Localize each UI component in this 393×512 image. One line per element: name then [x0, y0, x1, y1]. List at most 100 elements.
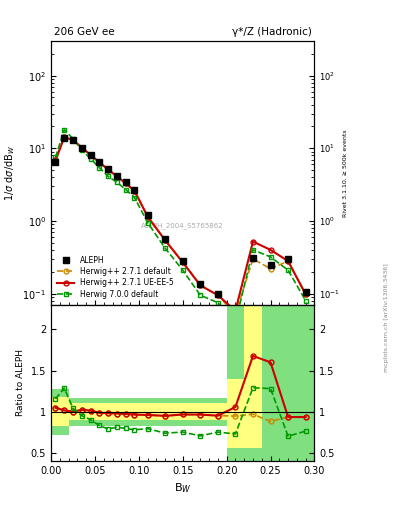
Bar: [244, 305, 262, 449]
Bar: [130, 398, 139, 425]
Herwig++ 2.7.1 default: [163, 238, 167, 244]
Herwig++ 2.7.1 default: [115, 174, 119, 180]
Herwig 7.0.0 default: [303, 297, 308, 304]
Herwig++ 2.7.1 UE-EE-5: [79, 144, 84, 151]
Herwig 7.0.0 default: [233, 319, 238, 326]
Bar: [244, 305, 262, 461]
ALEPH: [79, 145, 84, 152]
Herwig++ 2.7.1 UE-EE-5: [215, 292, 220, 298]
Herwig++ 2.7.1 UE-EE-5: [97, 159, 102, 165]
Bar: [227, 379, 244, 449]
Herwig 7.0.0 default: [180, 267, 185, 273]
Herwig++ 2.7.1 UE-EE-5: [251, 239, 255, 245]
ALEPH: [303, 289, 308, 295]
Herwig++ 2.7.1 default: [303, 291, 308, 297]
Herwig++ 2.7.1 default: [123, 180, 128, 186]
Bar: [77, 398, 86, 425]
Bar: [86, 398, 95, 425]
Herwig++ 2.7.1 default: [88, 152, 93, 158]
Herwig++ 2.7.1 default: [71, 137, 75, 143]
Bar: [121, 403, 130, 420]
Herwig++ 2.7.1 default: [180, 259, 185, 265]
Bar: [139, 398, 156, 425]
Bar: [51, 397, 60, 426]
Bar: [297, 305, 314, 461]
Herwig++ 2.7.1 UE-EE-5: [286, 258, 290, 264]
Text: ALEPH_2004_S5765862: ALEPH_2004_S5765862: [141, 222, 224, 229]
ALEPH: [97, 159, 102, 165]
Herwig++ 2.7.1 UE-EE-5: [303, 291, 308, 297]
Line: Herwig++ 2.7.1 default: Herwig++ 2.7.1 default: [53, 135, 308, 316]
Herwig++ 2.7.1 default: [132, 188, 137, 194]
Bar: [174, 403, 191, 420]
Bar: [51, 389, 60, 435]
Bar: [104, 403, 112, 420]
Text: 206 GeV ee: 206 GeV ee: [54, 27, 114, 37]
Herwig++ 2.7.1 default: [53, 157, 58, 163]
ALEPH: [251, 255, 255, 261]
ALEPH: [215, 290, 220, 296]
Text: γ*/Z (Hadronic): γ*/Z (Hadronic): [232, 27, 312, 37]
Herwig++ 2.7.1 UE-EE-5: [268, 247, 273, 253]
Herwig 7.0.0 default: [215, 300, 220, 306]
ALEPH: [62, 135, 67, 141]
Bar: [86, 403, 95, 420]
Herwig 7.0.0 default: [79, 147, 84, 153]
ALEPH: [286, 256, 290, 262]
Herwig++ 2.7.1 UE-EE-5: [123, 180, 128, 186]
ALEPH: [71, 137, 75, 143]
ALEPH: [163, 236, 167, 242]
ALEPH: [180, 258, 185, 264]
Herwig 7.0.0 default: [268, 254, 273, 260]
Herwig 7.0.0 default: [53, 154, 58, 160]
ALEPH: [115, 173, 119, 179]
Herwig++ 2.7.1 UE-EE-5: [71, 137, 75, 143]
Line: Herwig++ 2.7.1 UE-EE-5: Herwig++ 2.7.1 UE-EE-5: [53, 135, 308, 313]
Herwig++ 2.7.1 UE-EE-5: [233, 308, 238, 314]
Bar: [262, 305, 279, 461]
Herwig++ 2.7.1 UE-EE-5: [115, 174, 119, 180]
ALEPH: [53, 159, 58, 165]
ALEPH: [145, 212, 150, 218]
Bar: [191, 403, 209, 420]
ALEPH: [233, 309, 238, 315]
Herwig 7.0.0 default: [115, 179, 119, 185]
Herwig++ 2.7.1 UE-EE-5: [145, 214, 150, 220]
Herwig 7.0.0 default: [71, 136, 75, 142]
Herwig++ 2.7.1 default: [286, 258, 290, 264]
Herwig++ 2.7.1 default: [97, 159, 102, 165]
Bar: [69, 398, 77, 425]
Bar: [60, 389, 69, 435]
Herwig++ 2.7.1 UE-EE-5: [62, 134, 67, 140]
Bar: [104, 398, 112, 425]
Bar: [191, 398, 209, 425]
Herwig++ 2.7.1 default: [251, 256, 255, 262]
Bar: [139, 403, 156, 420]
ALEPH: [198, 281, 203, 287]
Herwig 7.0.0 default: [198, 292, 203, 298]
Herwig++ 2.7.1 UE-EE-5: [198, 282, 203, 288]
Y-axis label: Rivet 3.1.10, ≥ 500k events: Rivet 3.1.10, ≥ 500k events: [343, 129, 348, 217]
Herwig++ 2.7.1 default: [198, 282, 203, 288]
Bar: [279, 305, 297, 461]
Herwig 7.0.0 default: [106, 174, 110, 180]
Herwig++ 2.7.1 default: [233, 311, 238, 317]
Bar: [121, 398, 130, 425]
Herwig++ 2.7.1 default: [268, 266, 273, 272]
Herwig++ 2.7.1 default: [79, 144, 84, 151]
ALEPH: [268, 262, 273, 268]
Herwig 7.0.0 default: [62, 126, 67, 133]
X-axis label: B$_W$: B$_W$: [174, 481, 191, 495]
Bar: [174, 398, 191, 425]
ALEPH: [106, 166, 110, 172]
Line: ALEPH: ALEPH: [53, 135, 309, 315]
Herwig 7.0.0 default: [132, 195, 137, 201]
Herwig++ 2.7.1 default: [145, 214, 150, 220]
Bar: [209, 398, 227, 425]
Bar: [95, 398, 104, 425]
Bar: [69, 403, 77, 420]
Herwig++ 2.7.1 UE-EE-5: [180, 259, 185, 265]
Legend: ALEPH, Herwig++ 2.7.1 default, Herwig++ 2.7.1 UE-EE-5, Herwig 7.0.0 default: ALEPH, Herwig++ 2.7.1 default, Herwig++ …: [55, 253, 176, 301]
Bar: [209, 403, 227, 420]
Herwig++ 2.7.1 UE-EE-5: [106, 166, 110, 173]
